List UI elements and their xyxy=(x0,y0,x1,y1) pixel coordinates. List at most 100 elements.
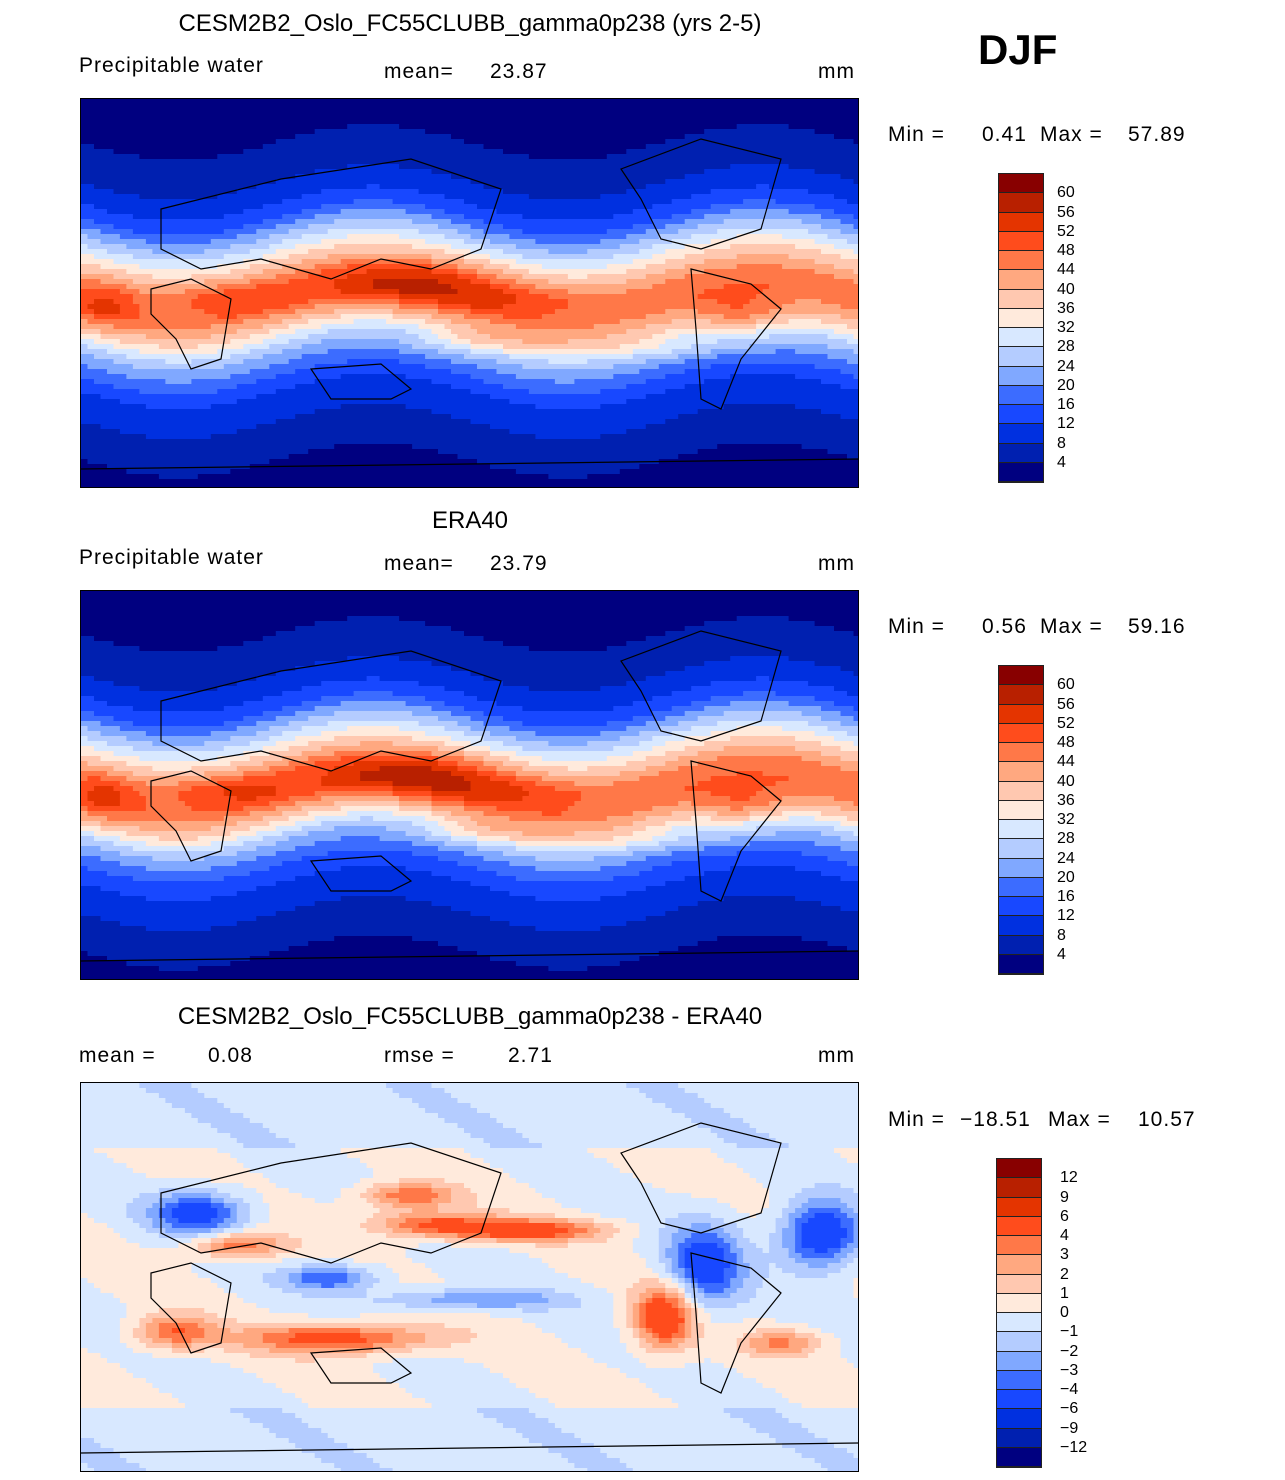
heatmap-cell xyxy=(152,179,160,185)
heatmap-cell xyxy=(152,99,160,105)
heatmap-cell xyxy=(723,134,731,140)
heatmap-cell xyxy=(645,119,653,125)
heatmap-cell xyxy=(87,129,95,135)
heatmap-cell xyxy=(515,149,523,155)
heatmap-cell xyxy=(710,239,718,245)
heatmap-cell xyxy=(600,169,608,175)
heatmap-cell xyxy=(697,239,705,245)
heatmap-cell xyxy=(347,229,355,235)
heatmap-cell xyxy=(243,224,251,230)
heatmap-cell xyxy=(808,174,816,180)
heatmap-cell xyxy=(477,199,485,205)
heatmap-cell xyxy=(561,144,569,150)
heatmap-cell xyxy=(652,124,660,130)
heatmap-cell xyxy=(87,264,95,270)
heatmap-cell xyxy=(204,209,212,215)
heatmap-cell xyxy=(132,219,140,225)
heatmap-cell xyxy=(392,244,400,250)
heatmap-cell xyxy=(613,149,621,155)
heatmap-cell xyxy=(366,114,374,120)
heatmap-cell xyxy=(775,189,783,195)
heatmap-cell xyxy=(593,144,601,150)
heatmap-cell xyxy=(243,164,251,170)
heatmap-cell xyxy=(840,194,848,200)
heatmap-cell xyxy=(184,254,192,260)
heatmap-cell xyxy=(431,229,439,235)
heatmap-cell xyxy=(412,174,420,180)
heatmap-cell xyxy=(580,174,588,180)
heatmap-cell xyxy=(600,99,608,105)
heatmap-cell xyxy=(821,264,829,270)
heatmap-cell xyxy=(587,184,595,190)
heatmap-cell xyxy=(477,124,485,130)
heatmap-cell xyxy=(795,254,803,260)
heatmap-cell xyxy=(295,109,303,115)
heatmap-cell xyxy=(567,134,575,140)
heatmap-cell xyxy=(392,189,400,195)
heatmap-cell xyxy=(535,104,543,110)
heatmap-cell xyxy=(496,229,504,235)
heatmap-cell xyxy=(217,199,225,205)
heatmap-cell xyxy=(736,249,744,255)
heatmap-cell xyxy=(321,134,329,140)
heatmap-cell xyxy=(262,264,270,270)
heatmap-cell xyxy=(386,199,394,205)
heatmap-cell xyxy=(730,174,738,180)
heatmap-cell xyxy=(353,134,361,140)
heatmap-cell xyxy=(457,179,465,185)
heatmap-cell xyxy=(81,219,89,225)
heatmap-cell xyxy=(230,139,238,145)
heatmap-cell xyxy=(853,204,858,210)
heatmap-cell xyxy=(730,289,738,295)
heatmap-cell xyxy=(171,304,179,310)
heatmap-cell xyxy=(438,244,446,250)
heatmap-cell xyxy=(613,234,621,240)
heatmap-cell xyxy=(152,174,160,180)
heatmap-cell xyxy=(548,184,556,190)
heatmap-cell xyxy=(541,264,549,270)
heatmap-cell xyxy=(788,239,796,245)
heatmap-cell xyxy=(808,259,816,265)
heatmap-cell xyxy=(94,229,102,235)
heatmap-cell xyxy=(405,124,413,130)
heatmap-cell xyxy=(554,179,562,185)
heatmap-cell xyxy=(795,174,803,180)
heatmap-cell xyxy=(717,109,725,115)
heatmap-cell xyxy=(379,219,387,225)
heatmap-cell xyxy=(249,304,257,310)
heatmap-cell xyxy=(288,299,296,305)
heatmap-cell xyxy=(412,239,420,245)
heatmap-cell xyxy=(438,189,446,195)
heatmap-cell xyxy=(613,289,621,295)
heatmap-cell xyxy=(405,144,413,150)
heatmap-cell xyxy=(593,284,601,290)
heatmap-cell xyxy=(457,119,465,125)
heatmap-cell xyxy=(496,109,504,115)
heatmap-cell xyxy=(658,274,666,280)
heatmap-cell xyxy=(645,179,653,185)
heatmap-cell xyxy=(626,104,634,110)
heatmap-cell xyxy=(139,99,147,105)
heatmap-cell xyxy=(425,179,433,185)
heatmap-cell xyxy=(269,194,277,200)
heatmap-cell xyxy=(139,289,147,295)
heatmap-cell xyxy=(107,264,115,270)
heatmap-cell xyxy=(197,119,205,125)
heatmap-cell xyxy=(282,99,290,105)
heatmap-cell xyxy=(730,149,738,155)
heatmap-cell xyxy=(431,214,439,220)
heatmap-cell xyxy=(691,104,699,110)
heatmap-cell xyxy=(678,209,686,215)
heatmap-cell xyxy=(438,169,446,175)
heatmap-cell xyxy=(782,209,790,215)
heatmap-cell xyxy=(126,234,134,240)
heatmap-cell xyxy=(587,269,595,275)
heatmap-cell xyxy=(587,164,595,170)
heatmap-cell xyxy=(515,119,523,125)
heatmap-cell xyxy=(100,259,108,265)
heatmap-cell xyxy=(788,119,796,125)
heatmap-cell xyxy=(464,269,472,275)
heatmap-cell xyxy=(645,169,653,175)
heatmap-cell xyxy=(353,264,361,270)
heatmap-cell xyxy=(853,129,858,135)
